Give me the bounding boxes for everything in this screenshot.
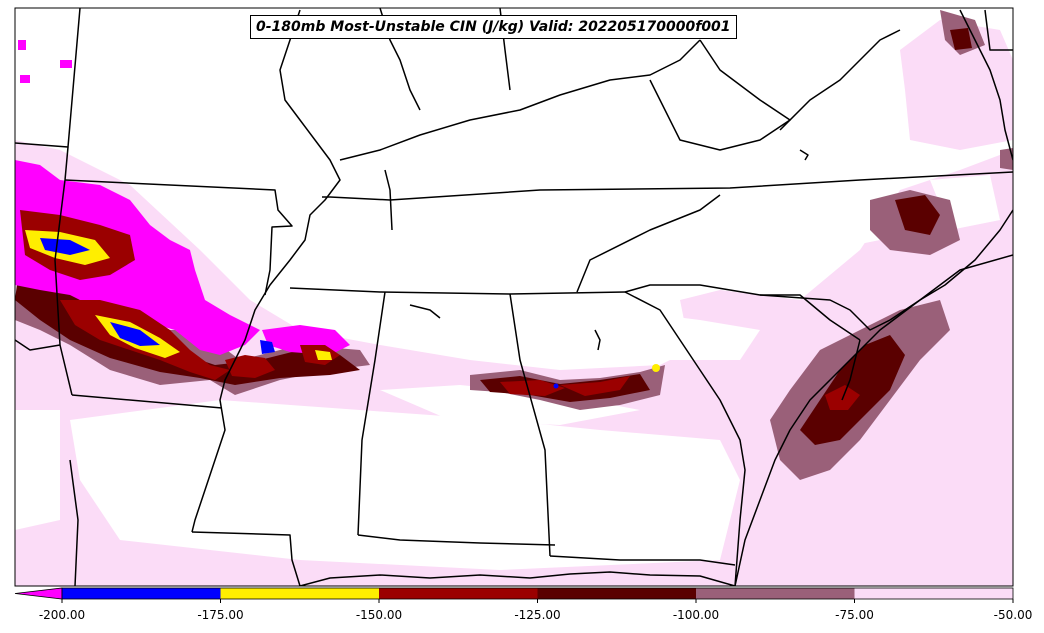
colorbar-tick-label: -175.00 (197, 608, 244, 622)
colorbar-bin (854, 588, 1013, 599)
colorbar-tick-label: -50.00 (993, 608, 1033, 622)
colorbar-bin (62, 588, 221, 599)
colorbar-tick-label: -150.00 (355, 608, 403, 622)
colorbar-bin (537, 588, 696, 599)
colorbar-bin (379, 588, 538, 599)
cin-fill-layer (15, 10, 1013, 586)
colorbar-bin (696, 588, 855, 599)
colorbar-extend-triangle (14, 587, 63, 600)
colorbar-tick-label: -75.00 (835, 608, 874, 622)
colorbar-tick-label: -125.00 (514, 608, 561, 622)
state-borders (15, 8, 1013, 586)
colorbar-bin (220, 588, 379, 599)
map-title: 0-180mb Most-Unstable CIN (J/kg) Valid: … (250, 15, 737, 39)
colorbar-tick-label: -200.00 (38, 608, 86, 622)
colorbar (14, 587, 1014, 603)
map-frame (14, 7, 1014, 587)
colorbar-tick-label: -100.00 (672, 608, 720, 622)
cin-clear-areas (15, 175, 1000, 570)
cin-contour-core (20, 210, 860, 410)
